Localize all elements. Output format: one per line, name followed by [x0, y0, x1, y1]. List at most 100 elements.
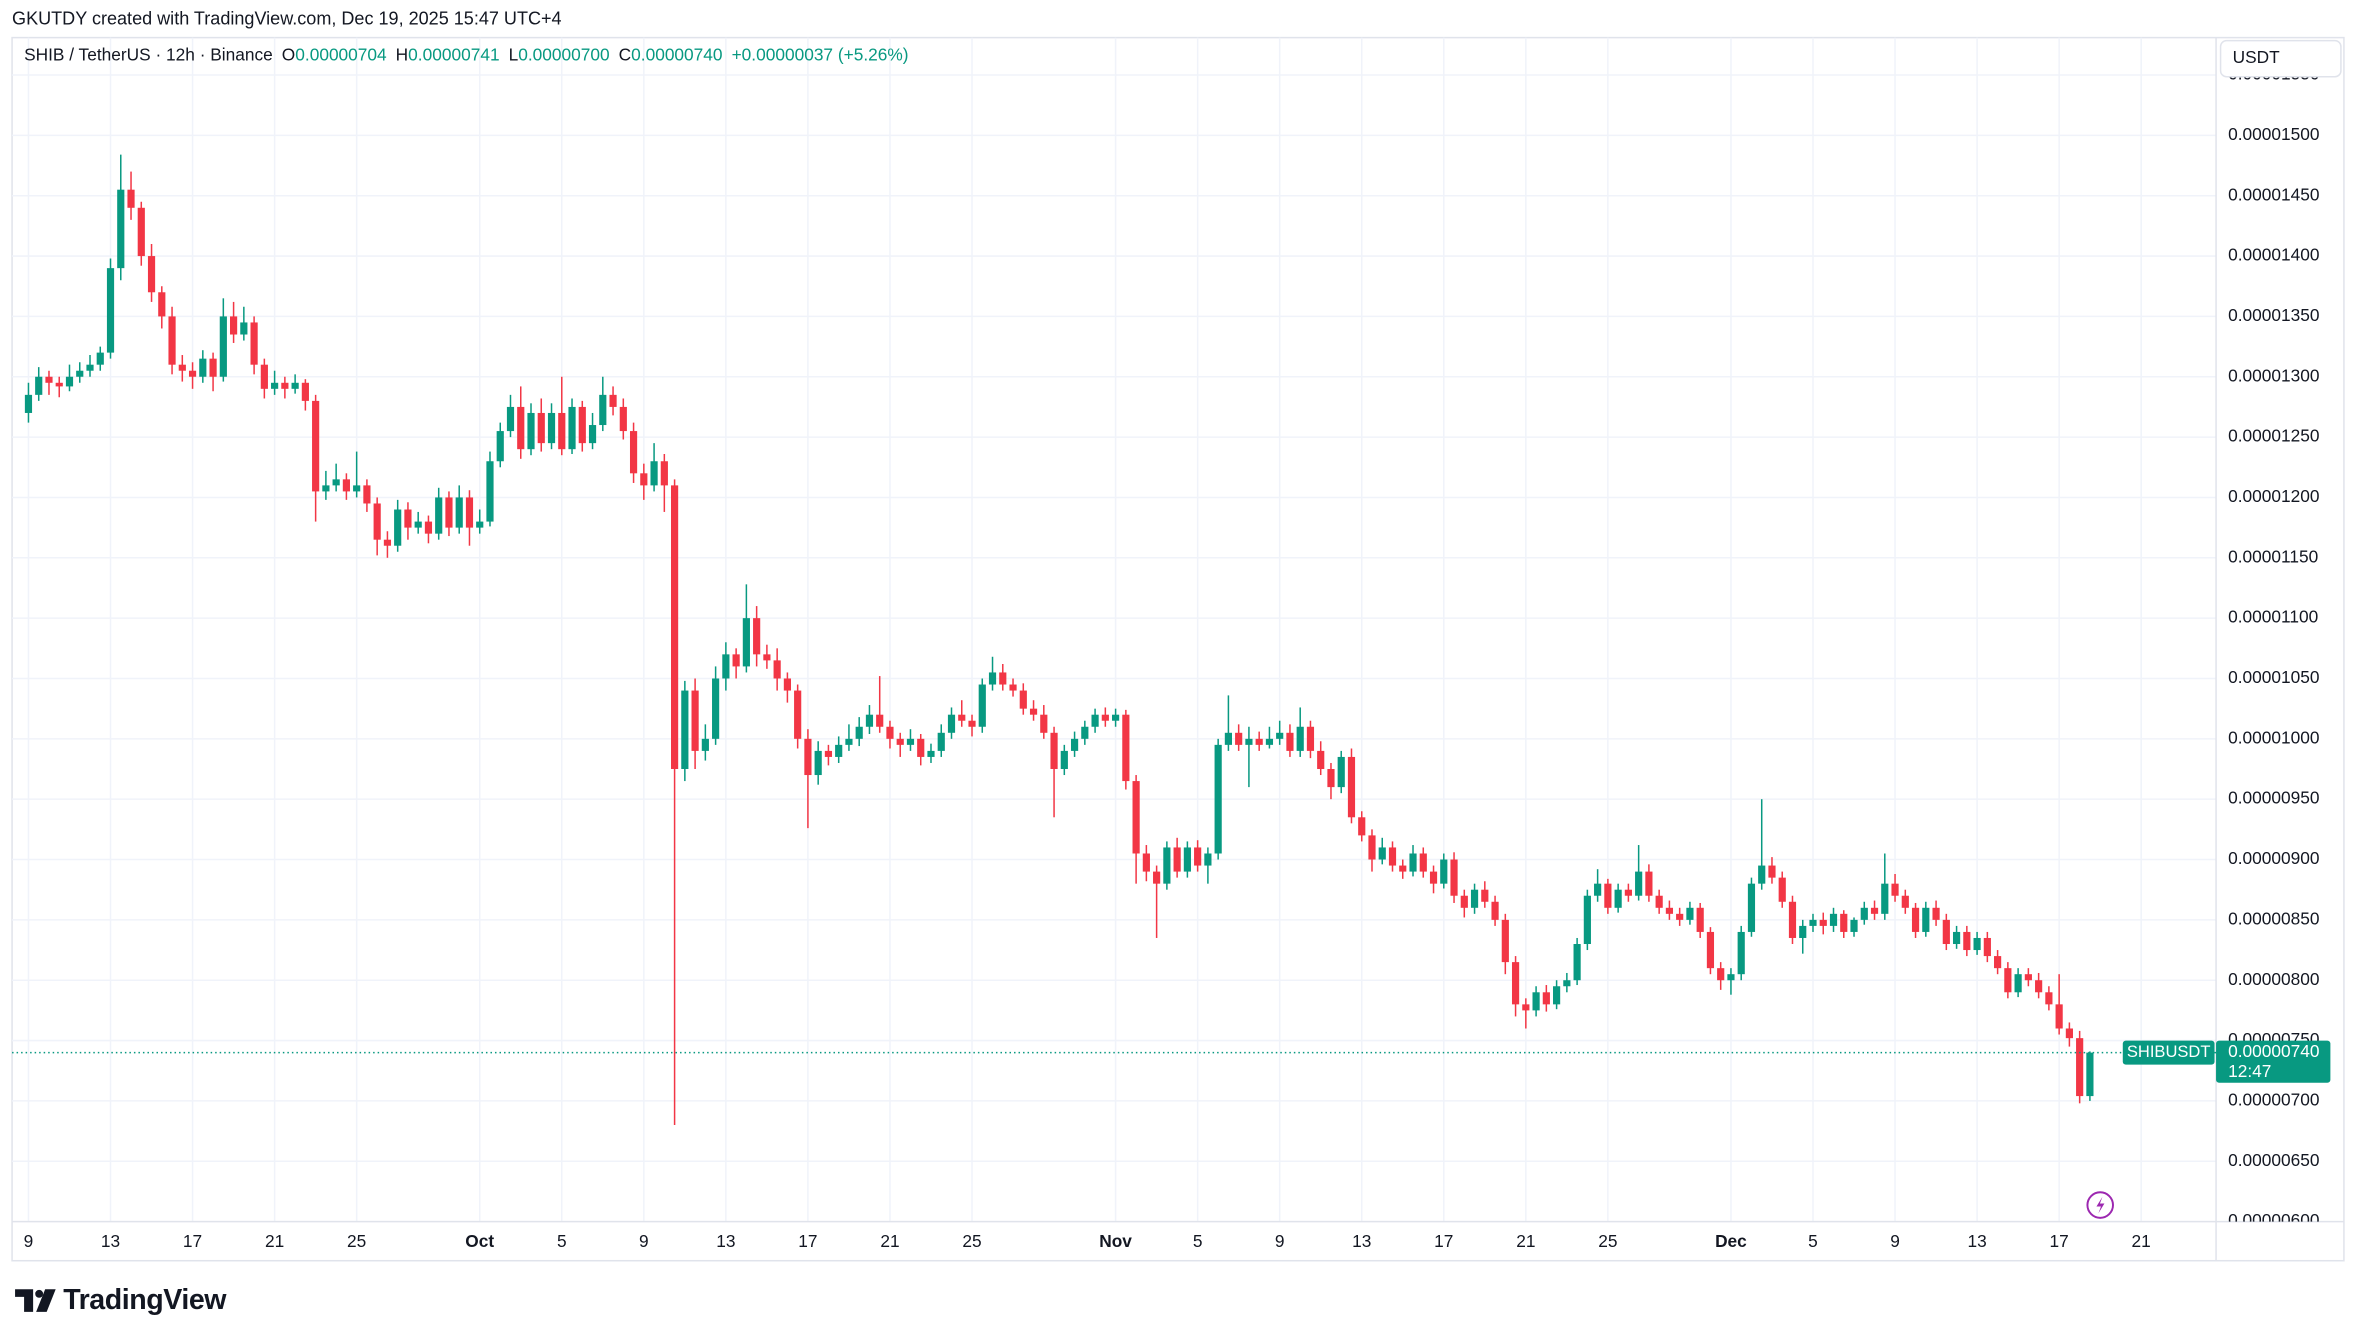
candle-body — [96, 352, 104, 365]
candle-body — [999, 672, 1007, 685]
candle-body — [599, 394, 607, 426]
y-tick-label: 0.00000850 — [2228, 908, 2319, 928]
candle-body — [45, 376, 53, 383]
y-tick-label: 0.00001350 — [2228, 305, 2319, 325]
candle-body — [137, 207, 145, 257]
legend-low: 0.00000700 — [518, 44, 609, 64]
candle-body — [558, 412, 566, 450]
candle-body — [332, 479, 340, 486]
price-axis: 0.000006000.000006500.000007000.00000750… — [2228, 64, 2319, 1230]
candles — [24, 154, 2094, 1126]
candle-body — [1819, 919, 1827, 926]
candle-body — [1686, 907, 1694, 920]
candle-body — [76, 370, 84, 377]
candle-body — [1655, 895, 1663, 908]
candle-body — [1706, 931, 1715, 969]
candle-body — [322, 485, 330, 492]
candle-body — [1132, 781, 1140, 854]
candle-body — [24, 394, 33, 413]
candle-body — [1347, 756, 1356, 818]
candle-body — [1963, 931, 1971, 951]
candle-body — [660, 461, 668, 486]
candle-body — [947, 714, 956, 733]
candle-body — [1060, 750, 1068, 770]
candle-body — [1245, 738, 1253, 745]
candle-body — [486, 461, 494, 522]
candle-body — [1553, 986, 1561, 1005]
x-tick-label: 21 — [265, 1231, 284, 1251]
grid — [12, 37, 2217, 1222]
candle-body — [1522, 1004, 1530, 1011]
x-tick-label: 13 — [1967, 1231, 1986, 1251]
price-tag-box — [2216, 1040, 2331, 1083]
candle-body — [1337, 756, 1345, 788]
candle-body — [209, 358, 217, 377]
x-tick-label: 5 — [1808, 1231, 1818, 1251]
candle-body — [1542, 992, 1550, 1005]
candle-body — [1881, 883, 1889, 914]
candle-body — [578, 406, 586, 444]
watermark: GKUTDY created with TradingView.com, Dec… — [12, 8, 562, 28]
candle-body — [1358, 817, 1366, 836]
candle-body — [773, 660, 781, 679]
candle-body — [2035, 980, 2043, 993]
candle-body — [814, 750, 822, 776]
candle-body — [865, 714, 874, 727]
candle-body — [363, 485, 371, 504]
brand: TradingView — [63, 1284, 227, 1316]
candle-body — [537, 412, 545, 444]
candle-body — [199, 358, 207, 377]
candle-body — [1327, 769, 1335, 788]
candle-body — [1101, 714, 1109, 721]
candle-body — [568, 406, 576, 450]
x-tick-label: 9 — [24, 1231, 34, 1251]
candle-body — [1696, 907, 1704, 932]
x-tick-label: 25 — [1598, 1231, 1617, 1251]
y-tick-label: 0.00000600 — [2228, 1210, 2319, 1230]
candle-body — [640, 473, 648, 486]
y-tick-label: 0.00001250 — [2228, 426, 2319, 446]
candle-body — [609, 394, 617, 407]
x-tick-label: 25 — [962, 1231, 981, 1251]
candle-body — [804, 738, 812, 776]
candle-body — [496, 431, 504, 462]
candle-body — [1624, 889, 1632, 896]
currency-button[interactable] — [2219, 39, 2342, 78]
candle-body — [291, 382, 299, 389]
candle-body — [414, 521, 422, 528]
candle-body — [2055, 1004, 2063, 1029]
x-tick-label: 17 — [1434, 1231, 1453, 1251]
candle-body — [783, 678, 791, 691]
candle-body — [2014, 974, 2022, 993]
currency[interactable]: USDT — [2233, 47, 2281, 67]
candle-body — [1255, 738, 1263, 745]
candle-body — [1799, 925, 1807, 938]
candle-body — [1573, 944, 1581, 981]
candle-body — [1019, 690, 1027, 709]
candle-body — [1040, 714, 1048, 733]
lightning-button[interactable] — [2086, 1191, 2114, 1219]
candle-body — [1409, 853, 1417, 872]
candle-body — [158, 292, 166, 317]
candle-body — [1532, 992, 1540, 1011]
candle-body — [1163, 847, 1171, 884]
x-tick-label: 9 — [1890, 1231, 1900, 1251]
lightning-icon — [2096, 1196, 2105, 1214]
candle-body — [1276, 732, 1284, 739]
candle-body — [106, 268, 115, 353]
chart-frame — [11, 36, 2345, 1262]
candle-body — [1594, 883, 1602, 896]
candle-body — [1911, 907, 1920, 932]
candle-body — [906, 738, 915, 745]
candle-body — [629, 431, 638, 474]
candle-body — [1440, 859, 1448, 884]
candle-body — [1840, 913, 1848, 932]
candle-body — [1204, 853, 1212, 866]
candle-body — [1070, 738, 1079, 751]
candle-body — [1778, 877, 1786, 902]
candle-body — [1491, 901, 1499, 920]
candle-body — [1942, 919, 1950, 945]
candle-body — [927, 750, 935, 757]
candle-body — [373, 503, 381, 540]
